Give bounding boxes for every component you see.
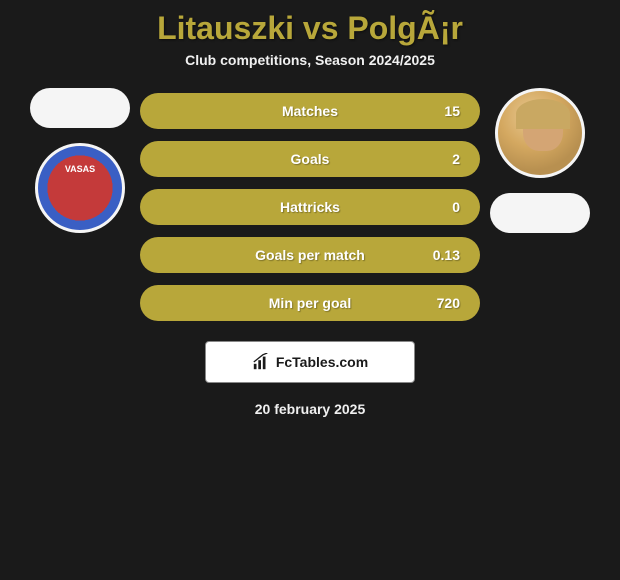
footer-date: 20 february 2025 — [0, 401, 620, 417]
stat-label: Goals per match — [255, 247, 365, 263]
stat-row-matches: Matches 15 — [140, 93, 480, 129]
content-row: VASAS Matches 15 Goals 2 Hattricks 0 Goa… — [0, 88, 620, 321]
stat-row-goals-per-match: Goals per match 0.13 — [140, 237, 480, 273]
stat-row-goals: Goals 2 — [140, 141, 480, 177]
footer-brand-text: FcTables.com — [276, 354, 368, 370]
stat-label: Matches — [282, 103, 338, 119]
stat-label: Min per goal — [269, 295, 351, 311]
stats-column: Matches 15 Goals 2 Hattricks 0 Goals per… — [140, 88, 480, 321]
page-subtitle: Club competitions, Season 2024/2025 — [0, 52, 620, 88]
player-left-club-badge: VASAS — [35, 143, 125, 233]
player-right-club-placeholder — [490, 193, 590, 233]
stat-row-hattricks: Hattricks 0 — [140, 189, 480, 225]
player-left-avatar-placeholder — [30, 88, 130, 128]
player-left-column: VASAS — [30, 88, 130, 233]
main-container: Litauszki vs PolgÃ¡r Club competitions, … — [0, 0, 620, 417]
footer-brand-badge[interactable]: FcTables.com — [205, 341, 415, 383]
chart-icon — [252, 353, 270, 371]
stat-value-right: 15 — [444, 103, 460, 119]
page-title: Litauszki vs PolgÃ¡r — [0, 0, 620, 52]
club-badge-text: VASAS — [65, 164, 95, 174]
stat-row-min-per-goal: Min per goal 720 — [140, 285, 480, 321]
player-right-column — [490, 88, 590, 233]
stat-value-right: 0.13 — [433, 247, 460, 263]
stat-value-right: 2 — [452, 151, 460, 167]
stat-value-right: 720 — [437, 295, 460, 311]
stat-label: Goals — [291, 151, 330, 167]
stat-value-right: 0 — [452, 199, 460, 215]
stat-label: Hattricks — [280, 199, 340, 215]
player-right-avatar — [495, 88, 585, 178]
